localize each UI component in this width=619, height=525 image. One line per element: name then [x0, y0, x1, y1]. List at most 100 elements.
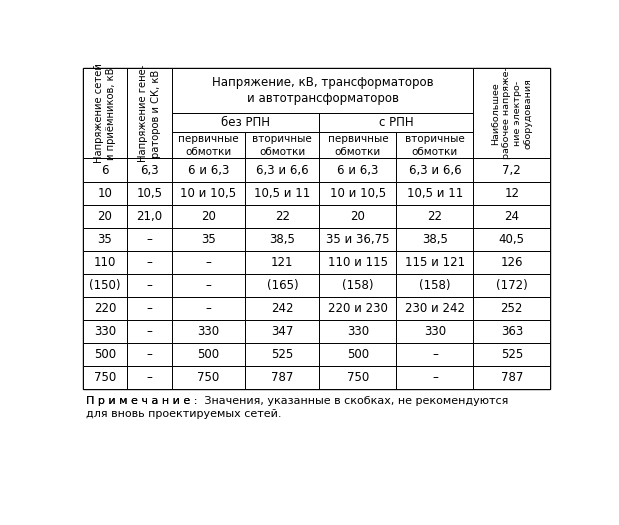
Bar: [127, 159, 171, 182]
Bar: [319, 274, 396, 297]
Bar: [83, 182, 127, 205]
Bar: [171, 132, 245, 159]
Bar: [319, 343, 396, 366]
Text: 40,5: 40,5: [499, 233, 525, 246]
Bar: [171, 228, 245, 251]
Text: 10: 10: [98, 186, 113, 200]
Bar: [474, 68, 550, 159]
Bar: [396, 182, 474, 205]
Bar: [127, 205, 171, 228]
Text: (150): (150): [89, 279, 121, 292]
Text: 330: 330: [197, 325, 220, 338]
Bar: [171, 274, 245, 297]
Bar: [474, 182, 550, 205]
Bar: [396, 159, 474, 182]
Bar: [127, 182, 171, 205]
Bar: [127, 228, 171, 251]
Bar: [83, 297, 127, 320]
Bar: [319, 113, 474, 132]
Text: –: –: [147, 279, 152, 292]
Text: –: –: [147, 256, 152, 269]
Text: без РПН: без РПН: [221, 116, 270, 129]
Text: 525: 525: [271, 348, 293, 361]
Bar: [245, 343, 319, 366]
Text: 10 и 10,5: 10 и 10,5: [181, 186, 236, 200]
Text: 6 и 6,3: 6 и 6,3: [188, 163, 229, 176]
Text: 252: 252: [501, 302, 523, 315]
Bar: [396, 343, 474, 366]
Bar: [171, 343, 245, 366]
Text: 750: 750: [197, 371, 220, 384]
Text: –: –: [206, 302, 212, 315]
Bar: [83, 159, 127, 182]
Bar: [127, 274, 171, 297]
Bar: [245, 182, 319, 205]
Text: 38,5: 38,5: [269, 233, 295, 246]
Text: 24: 24: [504, 209, 519, 223]
Text: 750: 750: [94, 371, 116, 384]
Bar: [319, 159, 396, 182]
Bar: [245, 366, 319, 390]
Bar: [474, 205, 550, 228]
Bar: [83, 68, 127, 159]
Bar: [245, 274, 319, 297]
Bar: [396, 297, 474, 320]
Bar: [396, 132, 474, 159]
Text: 10,5 и 11: 10,5 и 11: [254, 186, 311, 200]
Text: 330: 330: [424, 325, 446, 338]
Bar: [171, 113, 319, 132]
Bar: [83, 228, 127, 251]
Bar: [171, 366, 245, 390]
Bar: [171, 320, 245, 343]
Text: первичные
обмотки: первичные обмотки: [178, 134, 239, 156]
Bar: [396, 228, 474, 251]
Text: 750: 750: [347, 371, 369, 384]
Bar: [319, 297, 396, 320]
Text: 38,5: 38,5: [422, 233, 448, 246]
Text: 330: 330: [94, 325, 116, 338]
Text: (172): (172): [496, 279, 527, 292]
Bar: [474, 159, 550, 182]
Text: 500: 500: [94, 348, 116, 361]
Text: –: –: [432, 371, 438, 384]
Text: с РПН: с РПН: [379, 116, 413, 129]
Bar: [396, 366, 474, 390]
Bar: [171, 205, 245, 228]
Bar: [171, 251, 245, 274]
Text: Напряжение, кВ, трансформаторов
и автотрансформаторов: Напряжение, кВ, трансформаторов и автотр…: [212, 76, 433, 105]
Text: 35 и 36,75: 35 и 36,75: [326, 233, 389, 246]
Text: первичные
обмотки: первичные обмотки: [327, 134, 388, 156]
Text: 20: 20: [201, 209, 216, 223]
Text: 500: 500: [347, 348, 369, 361]
Bar: [127, 297, 171, 320]
Bar: [83, 68, 550, 390]
Text: –: –: [206, 256, 212, 269]
Bar: [474, 274, 550, 297]
Text: 121: 121: [271, 256, 293, 269]
Bar: [319, 251, 396, 274]
Text: –: –: [147, 233, 152, 246]
Bar: [474, 366, 550, 390]
Bar: [245, 297, 319, 320]
Text: 110: 110: [94, 256, 116, 269]
Bar: [319, 182, 396, 205]
Bar: [245, 159, 319, 182]
Text: 6: 6: [102, 163, 109, 176]
Bar: [319, 320, 396, 343]
Text: 126: 126: [501, 256, 523, 269]
Bar: [127, 251, 171, 274]
Bar: [319, 228, 396, 251]
Text: 20: 20: [98, 209, 113, 223]
Bar: [396, 320, 474, 343]
Bar: [319, 205, 396, 228]
Text: Наибольшее
рабочее напряже-
ние электро-
оборудования: Наибольшее рабочее напряже- ние электро-…: [491, 68, 533, 160]
Text: вторичные
обмотки: вторичные обмотки: [253, 134, 312, 156]
Bar: [474, 228, 550, 251]
Text: 35: 35: [98, 233, 113, 246]
Text: 10,5: 10,5: [136, 186, 162, 200]
Text: –: –: [147, 371, 152, 384]
Bar: [127, 68, 171, 159]
Text: 330: 330: [347, 325, 369, 338]
Bar: [127, 320, 171, 343]
Bar: [396, 205, 474, 228]
